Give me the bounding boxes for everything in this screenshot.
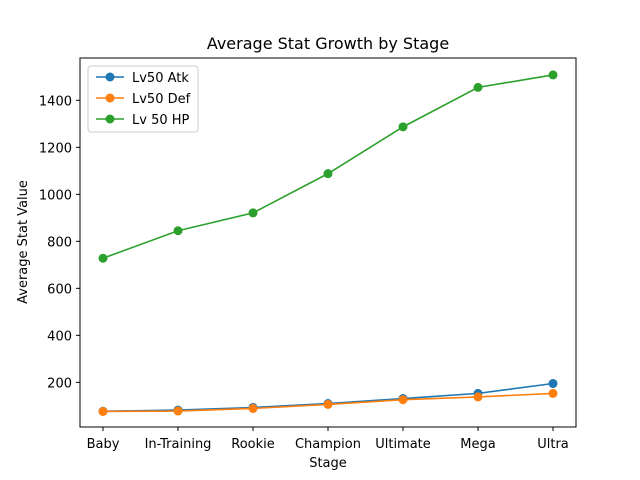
y-axis-title: Average Stat Value bbox=[16, 180, 31, 304]
data-point bbox=[548, 388, 558, 398]
y-tick-label: 800 bbox=[47, 235, 72, 250]
x-tick-label: Ultimate bbox=[375, 437, 431, 452]
y-tick-label: 1000 bbox=[39, 188, 72, 203]
data-point bbox=[173, 406, 183, 416]
chart-title: Average Stat Growth by Stage bbox=[207, 34, 449, 53]
legend-label: Lv50 Def bbox=[132, 92, 191, 107]
legend-label: Lv50 Atk bbox=[132, 71, 189, 86]
x-tick-label: Ultra bbox=[537, 437, 569, 452]
data-point bbox=[323, 399, 333, 409]
y-tick-label: 400 bbox=[47, 329, 72, 344]
data-point bbox=[398, 122, 408, 132]
data-point bbox=[248, 208, 258, 218]
y-tick-label: 200 bbox=[47, 376, 72, 391]
x-tick-label: Mega bbox=[460, 437, 495, 452]
data-point bbox=[248, 403, 258, 413]
x-axis: Baby In-Training Rookie Champion Ultimate Meg… bbox=[87, 427, 569, 452]
y-tick-label: 600 bbox=[47, 282, 72, 297]
x-tick-label: Rookie bbox=[231, 437, 275, 452]
data-point bbox=[98, 253, 108, 263]
data-point bbox=[548, 379, 558, 389]
data-point bbox=[473, 82, 483, 92]
legend-swatch-marker bbox=[105, 114, 115, 124]
x-tick-label: In-Training bbox=[145, 437, 212, 452]
legend: Lv50 Atk Lv50 Def Lv 50 HP bbox=[87, 65, 199, 133]
y-tick-label: 1400 bbox=[39, 94, 72, 109]
legend-box bbox=[87, 65, 199, 133]
series-layer bbox=[98, 70, 558, 416]
y-tick-label: 1200 bbox=[39, 141, 72, 156]
data-point bbox=[473, 392, 483, 402]
legend-label: Lv 50 HP bbox=[132, 113, 190, 128]
x-tick-label: Baby bbox=[87, 437, 120, 452]
data-point bbox=[173, 226, 183, 236]
x-tick-label: Champion bbox=[295, 437, 361, 452]
legend-swatch-marker bbox=[105, 72, 115, 82]
y-axis: 200 400 600 800 1000 1200 1400 bbox=[39, 94, 80, 391]
data-point bbox=[398, 395, 408, 405]
data-point bbox=[548, 70, 558, 80]
x-axis-title: Stage bbox=[309, 456, 347, 471]
data-point bbox=[98, 406, 108, 416]
legend-swatch-marker bbox=[105, 93, 115, 103]
data-point bbox=[323, 169, 333, 179]
